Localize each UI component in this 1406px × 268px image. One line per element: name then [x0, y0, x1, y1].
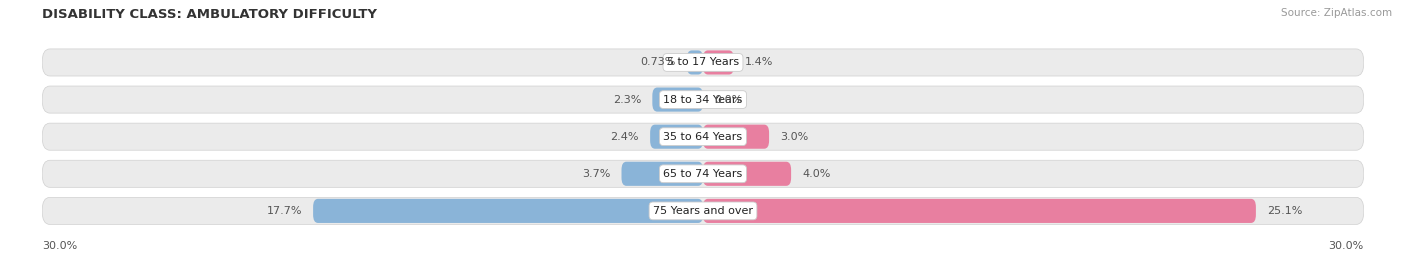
FancyBboxPatch shape: [42, 197, 1364, 224]
FancyBboxPatch shape: [703, 199, 1256, 223]
FancyBboxPatch shape: [688, 50, 703, 75]
Text: 17.7%: 17.7%: [267, 206, 302, 216]
FancyBboxPatch shape: [314, 199, 703, 223]
Text: 30.0%: 30.0%: [42, 241, 77, 251]
FancyBboxPatch shape: [621, 162, 703, 186]
Text: 0.0%: 0.0%: [714, 95, 742, 105]
FancyBboxPatch shape: [650, 125, 703, 149]
FancyBboxPatch shape: [652, 88, 703, 112]
FancyBboxPatch shape: [42, 160, 1364, 187]
Text: 5 to 17 Years: 5 to 17 Years: [666, 57, 740, 68]
Text: 25.1%: 25.1%: [1267, 206, 1302, 216]
Text: 2.4%: 2.4%: [610, 132, 640, 142]
Text: 18 to 34 Years: 18 to 34 Years: [664, 95, 742, 105]
Text: 3.7%: 3.7%: [582, 169, 610, 179]
Text: 2.3%: 2.3%: [613, 95, 641, 105]
Text: 1.4%: 1.4%: [745, 57, 773, 68]
Text: Source: ZipAtlas.com: Source: ZipAtlas.com: [1281, 8, 1392, 18]
FancyBboxPatch shape: [703, 125, 769, 149]
FancyBboxPatch shape: [703, 50, 734, 75]
FancyBboxPatch shape: [42, 49, 1364, 76]
Text: 65 to 74 Years: 65 to 74 Years: [664, 169, 742, 179]
Text: 30.0%: 30.0%: [1329, 241, 1364, 251]
Text: 75 Years and over: 75 Years and over: [652, 206, 754, 216]
Text: 0.73%: 0.73%: [641, 57, 676, 68]
FancyBboxPatch shape: [703, 162, 792, 186]
Text: 4.0%: 4.0%: [801, 169, 831, 179]
Text: 3.0%: 3.0%: [780, 132, 808, 142]
FancyBboxPatch shape: [42, 123, 1364, 150]
Text: 35 to 64 Years: 35 to 64 Years: [664, 132, 742, 142]
Text: DISABILITY CLASS: AMBULATORY DIFFICULTY: DISABILITY CLASS: AMBULATORY DIFFICULTY: [42, 8, 377, 21]
FancyBboxPatch shape: [42, 86, 1364, 113]
